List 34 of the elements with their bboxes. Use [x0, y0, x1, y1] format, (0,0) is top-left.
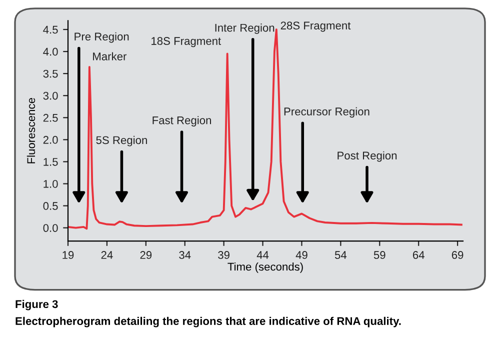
annotation: 28S Fragment — [280, 22, 351, 32]
annotation: Pre Region — [74, 32, 129, 43]
x-tick-label: 24 — [101, 251, 113, 259]
annotation: Marker — [93, 52, 127, 60]
y-tick-label: 4.0 — [43, 48, 58, 56]
y-tick-label: 2.5 — [43, 114, 58, 122]
annotation: 5S Region — [96, 136, 147, 146]
y-tick-label: 1.5 — [44, 158, 58, 166]
annotation: Inter Region — [215, 24, 274, 34]
x-tick-label: 29 — [140, 251, 152, 259]
y-axis-title: Fluorescence — [26, 98, 36, 164]
y-tick-label: 3.0 — [43, 92, 58, 100]
x-tick-label: 64 — [412, 251, 424, 259]
text: Electropherogram detailing the regions that are indicative of RNA quality. — [16, 316, 401, 328]
x-tick-label: 54 — [334, 251, 347, 259]
caption: Figure 3 — [16, 300, 58, 310]
x-tick-label: 19 — [62, 251, 74, 259]
y-tick-label: 4.5 — [43, 26, 58, 34]
x-tick-label: 49 — [296, 251, 308, 259]
annotation: Fast Region — [152, 116, 211, 126]
x-axis-title: Time (seconds) — [228, 262, 303, 273]
x-tick-label: 44 — [256, 251, 269, 259]
annotation: 18S Fragment — [152, 37, 222, 48]
y-tick-label: 3.5 — [43, 70, 58, 78]
annotation: Post Region — [338, 151, 397, 162]
x-tick-label: 34 — [179, 251, 191, 259]
annotation: Precursor Region — [284, 107, 370, 118]
y-tick-label: 2.0 — [43, 136, 58, 144]
y-tick-label: 0.5 — [43, 202, 58, 210]
y-tick-label: 0.0 — [43, 224, 58, 232]
y-tick-label: 1.0 — [44, 180, 58, 188]
x-tick-label: 59 — [374, 251, 386, 259]
x-tick-label: 69 — [452, 251, 464, 259]
x-tick-label: 39 — [218, 251, 230, 259]
